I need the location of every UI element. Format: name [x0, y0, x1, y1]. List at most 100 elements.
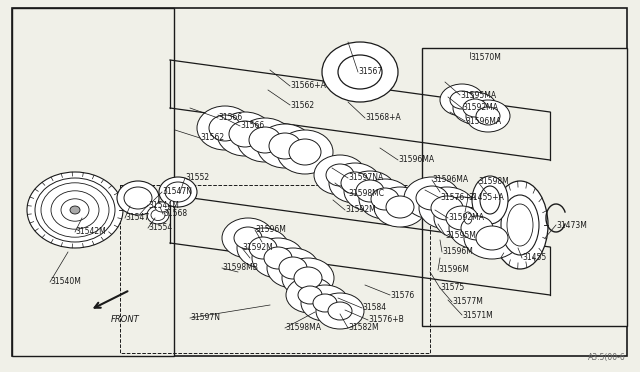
Ellipse shape — [356, 180, 384, 202]
Text: 31595MA: 31595MA — [460, 90, 496, 99]
Ellipse shape — [464, 212, 472, 224]
Text: 31547: 31547 — [125, 214, 149, 222]
Ellipse shape — [466, 100, 510, 132]
Ellipse shape — [463, 99, 487, 117]
Ellipse shape — [282, 258, 334, 298]
Ellipse shape — [35, 178, 115, 242]
Ellipse shape — [316, 293, 364, 329]
Bar — [422, 48, 627, 326]
Text: A3.5(00-6: A3.5(00-6 — [588, 353, 626, 362]
Ellipse shape — [371, 188, 399, 210]
Ellipse shape — [476, 226, 508, 250]
Ellipse shape — [286, 277, 334, 313]
Text: 31596M: 31596M — [255, 225, 286, 234]
Ellipse shape — [329, 163, 381, 203]
Ellipse shape — [209, 115, 241, 141]
Text: 31596MA: 31596MA — [432, 176, 468, 185]
Ellipse shape — [222, 218, 274, 258]
Text: 31592MA: 31592MA — [448, 214, 484, 222]
Ellipse shape — [476, 107, 500, 125]
Ellipse shape — [460, 207, 476, 229]
Text: 31567: 31567 — [358, 67, 382, 77]
Text: 31596M: 31596M — [442, 247, 473, 257]
Text: 31554: 31554 — [148, 224, 172, 232]
Ellipse shape — [252, 238, 304, 278]
Ellipse shape — [338, 55, 382, 89]
Text: 31595M: 31595M — [445, 231, 476, 240]
Ellipse shape — [61, 199, 89, 221]
Ellipse shape — [344, 171, 396, 211]
Ellipse shape — [294, 267, 322, 289]
Ellipse shape — [277, 130, 333, 174]
Ellipse shape — [440, 84, 484, 116]
Ellipse shape — [269, 133, 301, 159]
Text: 31576: 31576 — [390, 291, 414, 299]
Ellipse shape — [431, 196, 463, 220]
Text: 31596M: 31596M — [438, 266, 469, 275]
Text: 31566: 31566 — [218, 113, 243, 122]
Bar — [120, 185, 430, 353]
Text: 31598MC: 31598MC — [348, 189, 384, 198]
Text: 31455: 31455 — [522, 253, 547, 263]
Ellipse shape — [450, 91, 474, 109]
Ellipse shape — [322, 42, 398, 102]
Ellipse shape — [70, 206, 80, 214]
Text: 31566: 31566 — [240, 122, 264, 131]
Ellipse shape — [480, 186, 500, 214]
Ellipse shape — [249, 127, 281, 153]
Ellipse shape — [237, 118, 293, 162]
Text: 31576+A: 31576+A — [440, 193, 476, 202]
Ellipse shape — [229, 121, 261, 147]
Text: 31540M: 31540M — [50, 278, 81, 286]
Ellipse shape — [279, 257, 307, 279]
Text: FRONT: FRONT — [111, 315, 140, 324]
Ellipse shape — [155, 202, 169, 212]
Ellipse shape — [386, 196, 414, 218]
Text: 31568: 31568 — [163, 209, 187, 218]
Text: 31592MA: 31592MA — [462, 103, 498, 112]
Ellipse shape — [264, 247, 292, 269]
Text: 31597N: 31597N — [190, 314, 220, 323]
Ellipse shape — [449, 207, 505, 249]
Ellipse shape — [298, 286, 322, 304]
Text: 31455+A: 31455+A — [468, 193, 504, 202]
Ellipse shape — [314, 155, 366, 195]
Ellipse shape — [328, 302, 352, 320]
Ellipse shape — [27, 172, 123, 248]
Bar — [12, 8, 174, 356]
Ellipse shape — [289, 139, 321, 165]
Ellipse shape — [453, 92, 497, 124]
Ellipse shape — [147, 206, 169, 224]
Text: 31547N: 31547N — [162, 187, 192, 196]
Text: 31598M: 31598M — [478, 177, 509, 186]
Ellipse shape — [159, 177, 197, 207]
Ellipse shape — [117, 181, 159, 215]
Ellipse shape — [464, 217, 520, 259]
Ellipse shape — [234, 227, 262, 249]
Ellipse shape — [267, 248, 319, 288]
Text: 31552: 31552 — [185, 173, 209, 183]
Ellipse shape — [359, 179, 411, 219]
Ellipse shape — [326, 164, 354, 186]
Text: 31598MB: 31598MB — [222, 263, 258, 273]
Text: 31592M: 31592M — [345, 205, 376, 215]
Text: 31576+B: 31576+B — [368, 315, 404, 324]
Text: 31592M: 31592M — [242, 244, 273, 253]
Ellipse shape — [165, 182, 191, 202]
Text: 31597NA: 31597NA — [348, 173, 383, 183]
Ellipse shape — [461, 216, 493, 240]
Text: 31544M: 31544M — [148, 201, 179, 209]
Ellipse shape — [446, 206, 478, 230]
Ellipse shape — [341, 172, 369, 194]
Text: 31596MA: 31596MA — [398, 155, 434, 164]
Text: 31542M: 31542M — [75, 228, 106, 237]
Ellipse shape — [197, 106, 253, 150]
Ellipse shape — [434, 197, 490, 239]
Ellipse shape — [492, 181, 548, 269]
Ellipse shape — [301, 285, 349, 321]
Ellipse shape — [404, 177, 460, 219]
Text: 31473M: 31473M — [556, 221, 587, 230]
Ellipse shape — [374, 187, 426, 227]
Ellipse shape — [237, 228, 289, 268]
Ellipse shape — [313, 294, 337, 312]
